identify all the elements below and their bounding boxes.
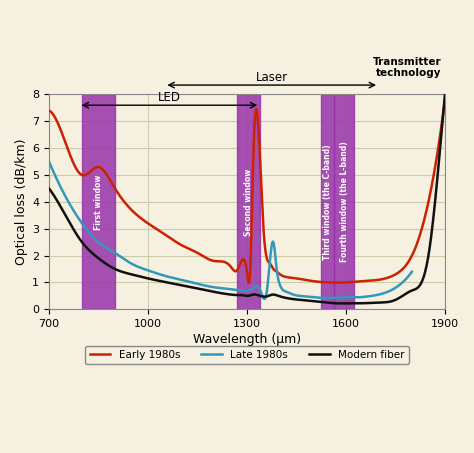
Text: Transmitter
technology: Transmitter technology [373,57,442,78]
Text: Second window: Second window [244,168,253,236]
Legend: Early 1980s, Late 1980s, Modern fiber: Early 1980s, Late 1980s, Modern fiber [85,346,409,364]
Bar [335,95,354,309]
Y-axis label: Optical loss (dB/km): Optical loss (dB/km) [15,139,28,265]
Text: Fourth window (the L-band): Fourth window (the L-band) [340,141,349,262]
Text: Third window (the C-band): Third window (the C-band) [323,144,332,260]
Text: LED: LED [158,91,181,104]
Bar [82,95,115,309]
Bar [321,95,335,309]
Text: First window: First window [94,174,103,230]
X-axis label: Wavelength (μm): Wavelength (μm) [193,333,301,346]
Bar [237,95,260,309]
Text: Laser: Laser [255,71,288,84]
